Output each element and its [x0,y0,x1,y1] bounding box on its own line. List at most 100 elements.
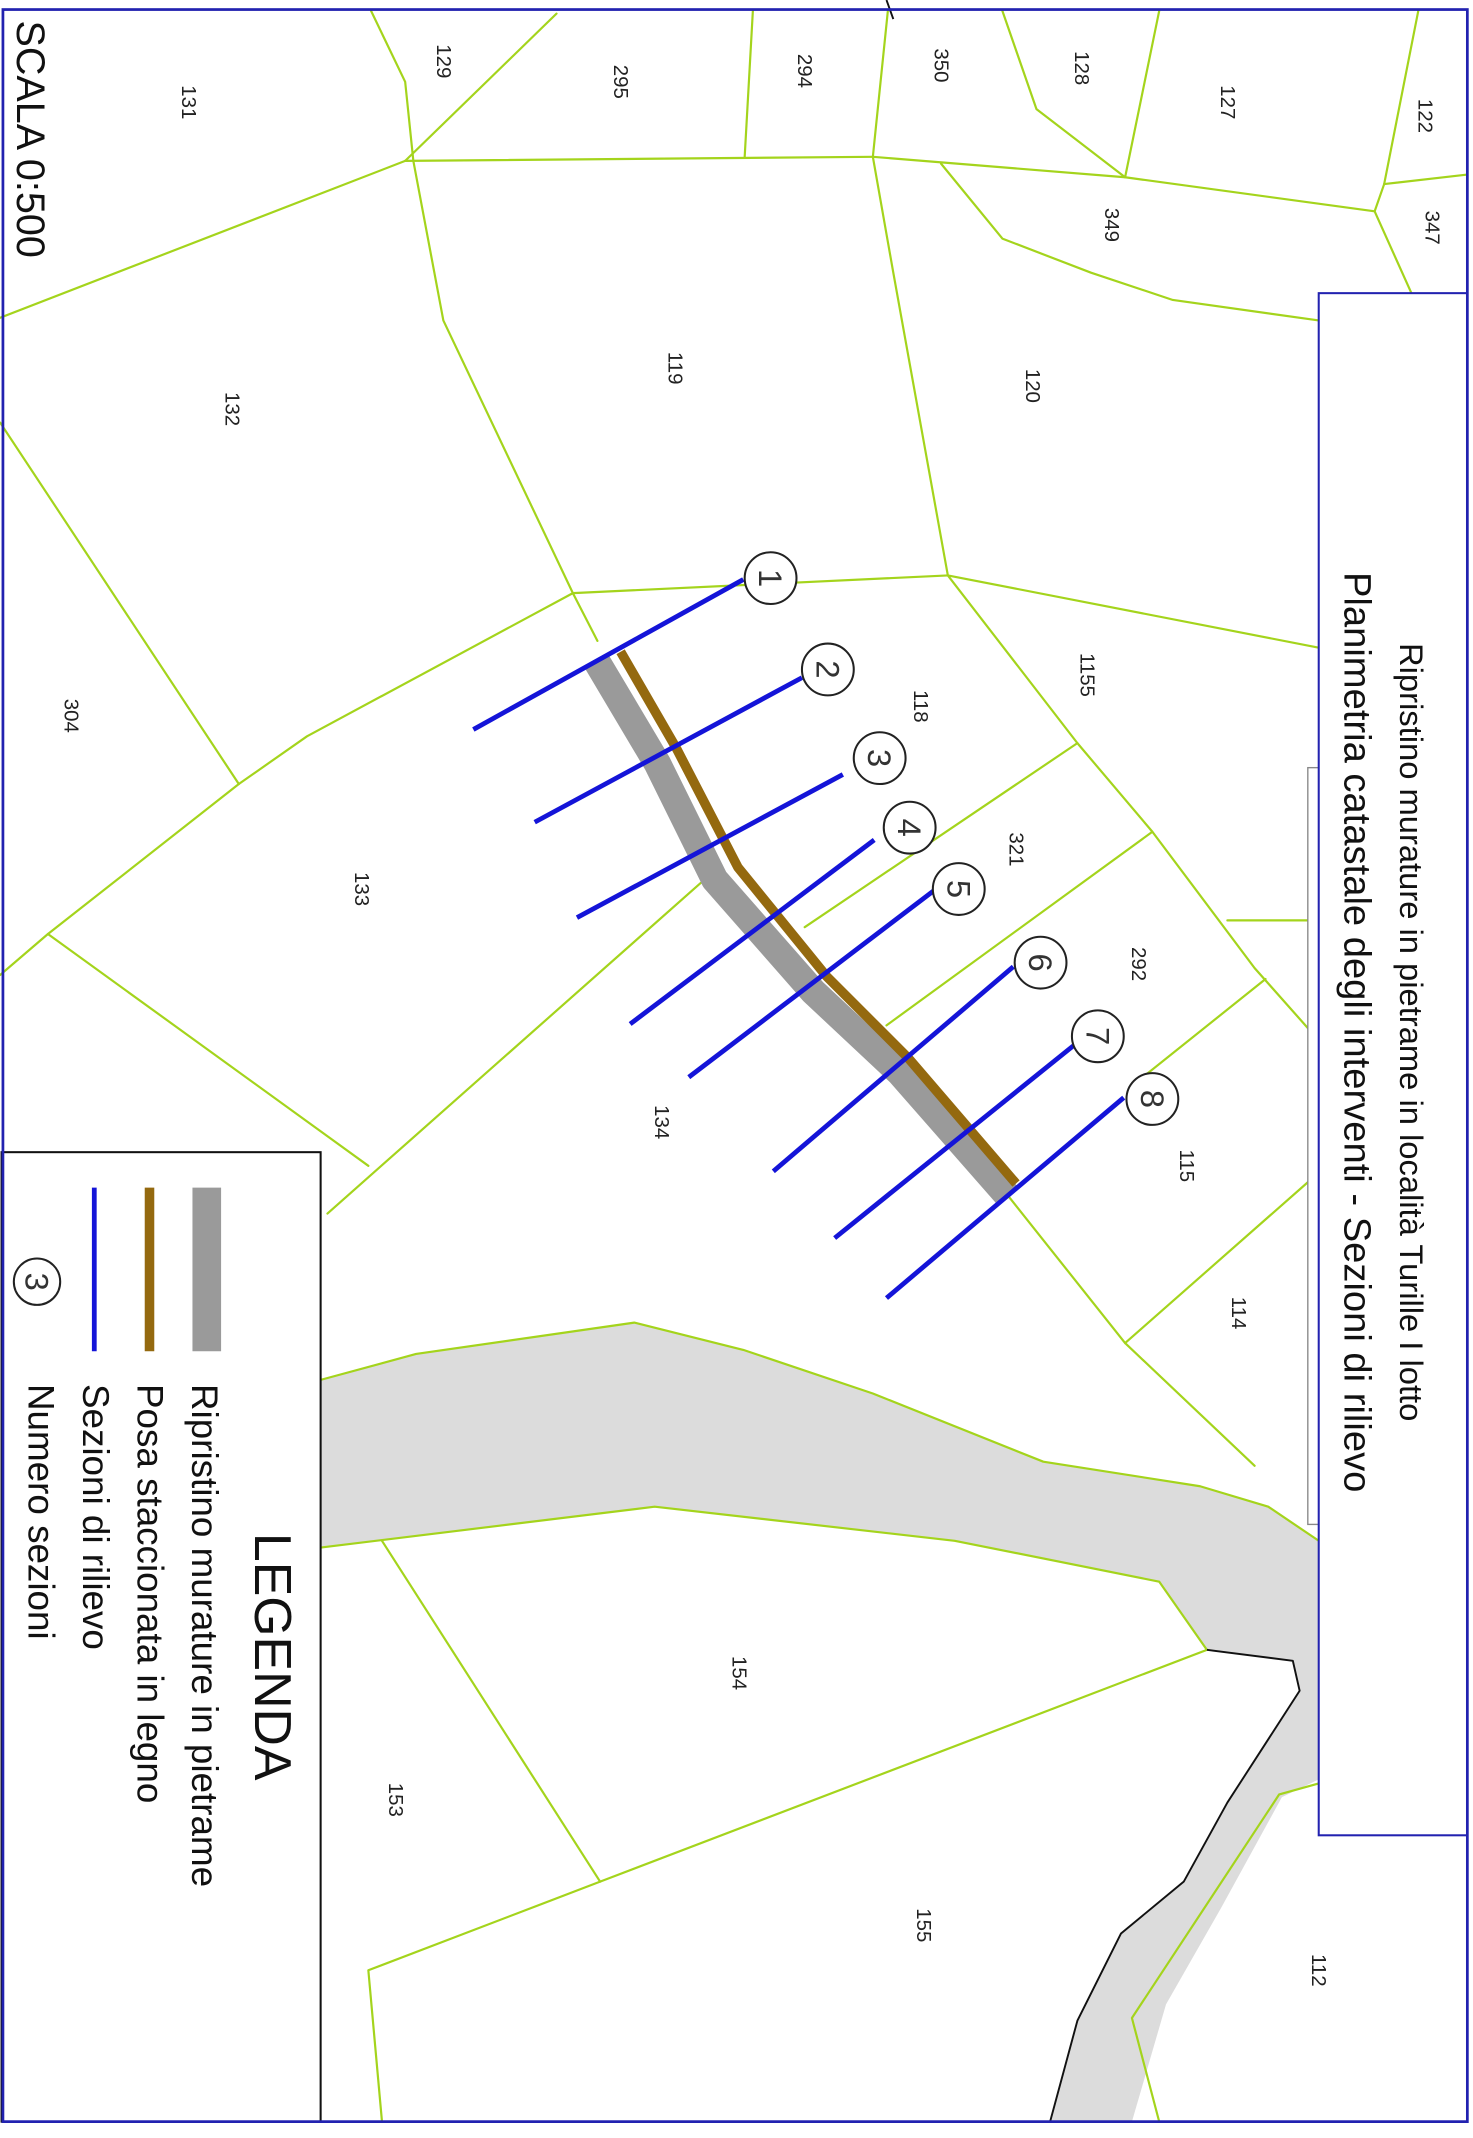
title-box [1317,292,1469,1837]
parcel-boundary [743,9,754,158]
parcel-boundary [1383,9,1420,186]
legend-label-sections: Sezioni di rilievo [75,1384,116,1650]
title-line-1: Ripristino murature in pietrame in local… [1393,643,1430,1421]
parcel-boundary [412,159,599,642]
section-number-8: 8 [1134,1090,1171,1108]
section-marker-4 [882,800,937,855]
parcel-boundary [237,592,574,786]
parcel-boundary [326,874,711,1215]
wooden-fence-line [616,649,1020,1187]
parcel-boundary [1008,1196,1256,1467]
parcel-boundary [803,742,1079,929]
parcel-boundary [946,574,1320,649]
parcel-label-292: 292 [1127,947,1150,981]
parcel-label-350: 350 [930,48,953,82]
section-line-8 [884,1095,1126,1300]
legend-wall-swatch [192,1187,222,1352]
parcel-boundary [369,9,415,162]
title-block: Ripristino murature in pietrame in local… [1317,292,1469,1837]
parcel-boundary [1383,173,1469,186]
section-number-4: 4 [891,819,928,837]
parcel-boundary [0,421,240,786]
section-number-7: 7 [1079,1027,1116,1045]
title-line-2: Planimetria catastale degli interventi -… [1335,572,1378,1492]
parcel-label-154: 154 [728,1656,751,1690]
section-marker-7 [1070,1009,1125,1064]
parcel-label-129: 129 [432,44,455,78]
river-channel [320,1322,1319,2122]
parcel-boundary [1130,1782,1320,2123]
legend-circle-sample: 3 [19,1273,56,1291]
parcel-boundary [0,159,407,319]
title-bracket [1307,766,1320,1526]
parcel-label-118: 118 [909,690,932,723]
section-line-3 [575,772,844,920]
section-line-7 [833,1043,1075,1240]
legend-label-section-numbers: Numero sezioni [21,1384,62,1640]
section-number-5: 5 [940,880,977,898]
section-number-3: 3 [861,749,898,767]
parcel-boundary [885,830,1154,1027]
parcel-boundary [367,1648,1209,2123]
legend: LEGENDA Ripristino murature in pietrame … [0,1151,322,2123]
parcel-label-304: 304 [60,699,83,733]
parcel-label-119: 119 [664,352,687,385]
section-marker-8 [1125,1072,1180,1126]
section-number-2: 2 [809,660,846,678]
section-marker-5 [931,862,986,916]
parcel-boundary [319,1505,1209,1651]
scale-label: SCALA 0:500 [8,20,52,257]
section-marker-3 [852,731,907,786]
parcel-boundary [319,1321,1320,1542]
parcel-label-128: 128 [1070,51,1093,85]
section-number-1: 1 [752,569,789,587]
parcel-label-153: 153 [384,1783,407,1817]
parcel-boundary [871,9,889,158]
legend-fence-swatch [144,1187,155,1352]
parcel-boundary [380,1539,602,1883]
parcel-boundary [404,155,874,162]
parcel-boundary [871,155,949,577]
parcel-label-115: 115 [1175,1150,1198,1183]
parcel-boundary [46,932,370,1167]
parcel-boundary [1001,9,1127,179]
parcel-label-120: 120 [1021,369,1044,403]
section-marker-1 [743,551,798,606]
section-line-5 [687,888,936,1080]
parcel-boundary [1141,977,1267,1079]
parcel-label-321: 321 [1005,832,1028,866]
parcel-label-1155: 1155 [1075,653,1098,697]
section-line-4 [628,838,876,1026]
parcel-boundary [1124,9,1161,179]
section-line-6 [771,964,1015,1174]
section-marker-6 [1013,935,1068,990]
legend-heading: LEGENDA [244,1533,302,1781]
parcel-label-133: 133 [350,872,373,906]
parcel-label-294: 294 [793,54,816,88]
survey-sections: 1 2 3 4 5 6 7 8 [472,551,1180,1300]
parcel-boundary [939,162,1320,322]
parcel-boundary [404,12,558,162]
section-marker-2 [800,642,855,697]
parcel-label-134: 134 [650,1105,673,1139]
parcel-boundary [1124,1171,1320,1345]
parcel-label-132: 132 [220,392,243,426]
parcel-label-295: 295 [609,65,632,99]
river-bank-line [1049,1648,1301,2122]
parcel-label-127: 127 [1216,85,1239,119]
parcel-label-349: 349 [1100,208,1123,242]
parcel-boundary [1373,182,1413,295]
parcel-boundary [871,155,1376,213]
parcel-label-131: 131 [177,85,200,119]
legend-numbered-circle-icon [12,1257,62,1306]
map-frame [1,8,1469,2124]
legend-label-wall: Ripristino murature in pietrame [184,1384,225,1887]
section-line-2 [533,675,804,825]
parcel-label-122: 122 [1414,99,1437,133]
parcel-label-155: 155 [912,1908,935,1942]
parcel-label-347: 347 [1420,211,1443,245]
parcel-label-112: 112 [1307,1954,1330,1987]
wall-restoration [585,649,1020,1204]
